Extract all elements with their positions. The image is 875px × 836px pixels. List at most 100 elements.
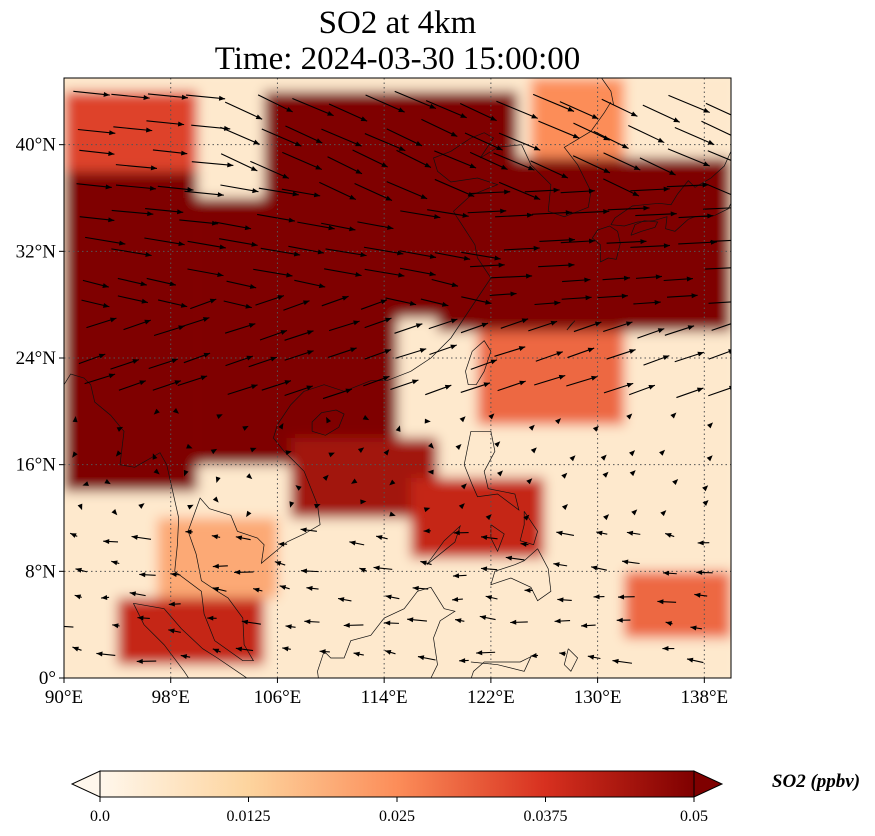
wind-arrow-head: [328, 452, 335, 458]
wind-arrow-head: [703, 107, 710, 113]
wind-arrow-head: [132, 359, 139, 364]
wind-arrow-head: [733, 320, 739, 325]
wind-arrow-head: [452, 596, 459, 602]
wind-arrow: [496, 100, 538, 119]
wind-arrow: [115, 164, 158, 171]
wind-arrow-head: [153, 468, 160, 475]
wind-arrow-head: [253, 139, 260, 145]
wind-arrow-head: [412, 585, 419, 591]
wind-arrow-shaft: [250, 160, 290, 179]
wind-arrow-shaft: [77, 128, 116, 134]
wind-arrow-head: [626, 413, 633, 420]
wind-arrow: [103, 539, 119, 545]
wind-arrow-head: [655, 274, 662, 280]
wind-arrow: [157, 299, 188, 308]
wind-arrow-head: [494, 441, 501, 448]
wind-arrow-head: [108, 217, 115, 223]
wind-arrow-head: [105, 184, 112, 190]
wind-arrow-head: [355, 168, 363, 174]
wind-arrow: [235, 646, 254, 652]
wind-arrow-shaft: [220, 184, 259, 193]
wind-arrow-head: [588, 238, 596, 244]
wind-arrow-head: [250, 447, 257, 453]
wind-arrow-shaft: [710, 239, 731, 242]
wind-arrow: [489, 291, 517, 297]
x-axis-ticks: 90°E 98°E 106°E 114°E 122°E 130°E 138°E: [45, 678, 728, 708]
wind-arrow-head: [149, 185, 157, 191]
wind-arrow: [569, 455, 576, 462]
wind-arrow: [500, 318, 529, 329]
wind-arrow-head: [744, 237, 750, 242]
wind-arrow: [503, 245, 540, 251]
wind-arrow: [555, 418, 562, 425]
wind-arrow: [459, 658, 469, 664]
wind-arrow-shaft: [187, 268, 224, 277]
wind-arrow: [631, 509, 638, 516]
wind-arrow-head: [460, 113, 467, 118]
wind-arrow-head: [75, 567, 82, 573]
wind-arrow-shaft: [354, 182, 393, 202]
wind-arrow-head: [277, 295, 284, 300]
wind-arrow-head: [703, 161, 710, 167]
wind-arrow-head: [602, 471, 609, 478]
wind-arrow: [635, 274, 662, 280]
wind-arrow-shaft: [459, 103, 497, 122]
wind-arrow-head: [274, 561, 282, 566]
wind-arrow-head: [313, 192, 321, 198]
wind-arrow: [187, 504, 194, 510]
wind-arrow: [364, 133, 406, 152]
wind-arrow-shaft: [639, 157, 676, 176]
wind-arrow: [639, 157, 676, 176]
wind-arrow: [497, 380, 526, 392]
wind-arrow-shaft: [364, 268, 405, 277]
wind-arrow-head: [521, 318, 529, 324]
wind-arrow-head: [328, 225, 335, 231]
wind-arrow: [144, 237, 185, 247]
wind-arrow-head: [462, 212, 469, 218]
wind-arrow: [587, 654, 601, 660]
wind-arrow-head: [485, 299, 492, 305]
x-tick-label: 106°E: [254, 687, 302, 708]
wind-arrow-head: [103, 539, 110, 545]
wind-arrow-head: [387, 224, 394, 230]
wind-arrow-head: [444, 384, 452, 390]
wind-arrow-head: [284, 380, 291, 385]
wind-arrow-head: [423, 528, 430, 534]
coastline: [610, 203, 731, 232]
wind-arrow-head: [111, 560, 118, 566]
wind-arrow: [476, 650, 496, 656]
wind-arrow: [326, 416, 332, 424]
wind-arrow-head: [234, 569, 241, 575]
wind-arrow-head: [518, 346, 526, 351]
wind-arrow-shaft: [321, 128, 362, 147]
wind-arrow-head: [251, 384, 258, 390]
wind-arrow: [224, 101, 263, 120]
wind-arrow-shaft: [601, 98, 638, 117]
wind-arrow-head: [227, 162, 234, 168]
wind-arrow-head: [633, 165, 641, 171]
chart-subtitle: Time: 2024-03-30 15:00:00: [214, 41, 581, 77]
wind-arrow: [242, 425, 249, 431]
wind-arrow-head: [533, 245, 540, 251]
wind-arrow-head: [657, 328, 665, 333]
wind-arrow: [704, 182, 731, 196]
wind-arrow: [177, 375, 208, 387]
wind-arrow: [255, 295, 285, 306]
wind-arrow-head: [626, 321, 633, 327]
wind-arrow-head: [480, 566, 488, 572]
wind-arrow-head: [115, 450, 122, 457]
wind-arrow-shaft: [532, 93, 575, 112]
wind-arrow-shaft: [219, 238, 258, 246]
wind-arrow-head: [293, 251, 301, 257]
wind-arrow: [137, 615, 150, 621]
wind-arrow-head: [180, 302, 188, 308]
wind-arrow-head: [596, 530, 603, 536]
wind-arrow-head: [172, 408, 180, 414]
wind-arrow: [562, 277, 591, 283]
wind-arrow: [600, 454, 607, 461]
wind-arrow-head: [187, 186, 194, 192]
wind-arrow: [180, 654, 191, 660]
wind-arrow-head: [553, 187, 560, 193]
wind-arrow: [670, 412, 677, 419]
wind-arrow-head: [252, 188, 259, 194]
